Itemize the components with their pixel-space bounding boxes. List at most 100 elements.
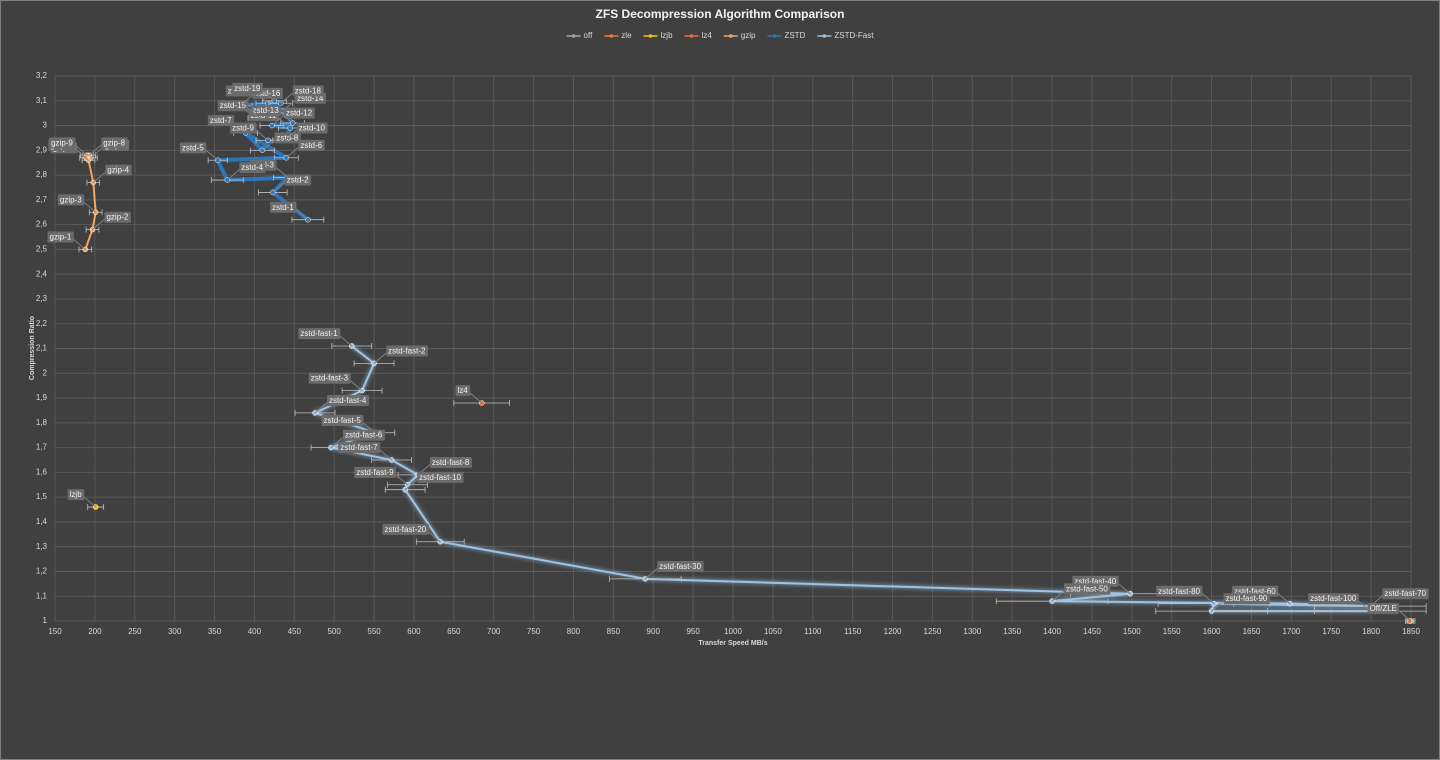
x-tick-label: 1050 [764,627,782,636]
y-tick-label: 3,2 [36,71,48,80]
label-box [230,122,257,134]
label-text: zstd-fast-3 [311,374,349,383]
label-box [1156,585,1203,597]
label-leader [644,566,660,580]
point-label: gzip-3 [57,194,97,213]
label-leader [1211,598,1226,612]
label-leader [404,477,420,491]
point-label: zstd-9 [230,122,269,141]
label-box [1308,593,1359,605]
point-label: zstd-18 [280,85,324,104]
x-tick-label: 950 [686,627,700,636]
y-tick-label: 2 [43,368,48,377]
point-label: gzip-8 [88,137,128,156]
x-tick-label: 1000 [724,627,742,636]
label-text: zstd-fast-7 [340,443,378,452]
label-box [292,85,324,97]
label-text: zstd-2 [287,176,309,185]
label-text: zstd-fast-100 [1310,594,1357,603]
x-tick-label: 650 [447,627,461,636]
label-box [308,372,351,384]
point-label: zstd-fast-80 [1156,585,1215,605]
point-label: zstd-19 [232,82,275,102]
point-label: gzip-1 [47,231,86,250]
label-text: zstd-15 [220,101,247,110]
label-text: zstd-4 [241,163,263,172]
y-tick-label: 2,4 [36,269,48,278]
y-tick-label: 2,6 [36,220,48,229]
point-label: lz4 [455,385,483,404]
x-tick-label: 250 [128,627,142,636]
y-tick-label: 1,7 [36,443,48,452]
legend-marker [728,34,733,38]
label-leader [272,180,288,193]
label-box [207,115,235,127]
point-label: zstd-fast-7 [338,442,392,461]
x-tick-label: 200 [88,627,102,636]
label-box [250,105,282,117]
label-box [1382,588,1429,600]
y-tick-label: 3 [43,121,48,130]
label-text: zstd-fast-8 [432,458,470,467]
label-text: gzip-9 [51,138,73,147]
data-point [1406,618,1413,624]
point-label: zstd-fast-50 [1051,583,1111,602]
label-text: zstd-16 [254,89,281,98]
legend-marker [689,34,694,38]
label-box [101,137,128,149]
label-text: gzip-1 [50,233,72,242]
legend: off zle lzjb lz4 gzip ZSTD ZSTD-Fast [566,31,874,40]
label-text: gzip-2 [106,213,128,222]
legend-label: off [584,31,594,40]
label-box [455,385,471,397]
x-tick-label: 150 [48,627,62,636]
point-label: gzip-9 [49,137,88,156]
label-box [67,489,85,501]
y-tick-label: 2,5 [36,245,48,254]
label-box [298,328,341,340]
label-box [386,345,428,357]
label-text: lzjb [70,490,83,499]
label-text: zstd-fast-80 [1158,587,1200,596]
x-tick-label: 550 [367,627,381,636]
label-box [342,429,385,441]
point-label: zstd-fast-2 [373,345,428,364]
point-label: zstd-2 [272,174,312,193]
point-label: zstd-6 [285,139,325,159]
label-text: zstd-fast-40 [1074,577,1116,586]
legend-marker [609,34,614,38]
x-tick-label: 1650 [1243,627,1261,636]
label-text: zstd-19 [234,84,261,93]
label-box [270,201,297,213]
label-text: zstd-14 [297,94,324,103]
legend-marker [772,34,777,38]
x-tick-label: 800 [567,627,581,636]
label-box [429,456,472,468]
point-label: zstd-fast-70 [1369,588,1429,607]
x-tick-label: 700 [487,627,501,636]
legend-label: zle [621,31,632,40]
label-text: zstd-fast-70 [1384,589,1426,598]
label-text: zstd-18 [295,86,322,95]
label-leader [88,142,104,156]
label-box [1223,593,1270,605]
y-tick-label: 1,1 [36,591,48,600]
point-label: zstd-fast-30 [644,560,704,580]
label-leader [92,170,108,183]
y-tick-label: 1,9 [36,393,48,402]
label-leader [92,217,107,230]
legend-marker [571,34,576,38]
point-label: Off/ZLE [1367,603,1412,622]
label-text: zstd-fast-2 [388,346,426,355]
y-tick-label: 2,8 [36,170,48,179]
label-box [382,523,429,535]
label-leader [314,400,330,414]
label-leader [1396,608,1412,622]
x-axis-title: Transfer Speed MB/s [698,640,767,647]
x-tick-label: 1300 [963,627,981,636]
label-box [49,137,76,149]
x-tick-label: 1400 [1043,627,1061,636]
x-tick-label: 1150 [844,627,862,636]
label-text: zstd-13 [252,106,279,115]
